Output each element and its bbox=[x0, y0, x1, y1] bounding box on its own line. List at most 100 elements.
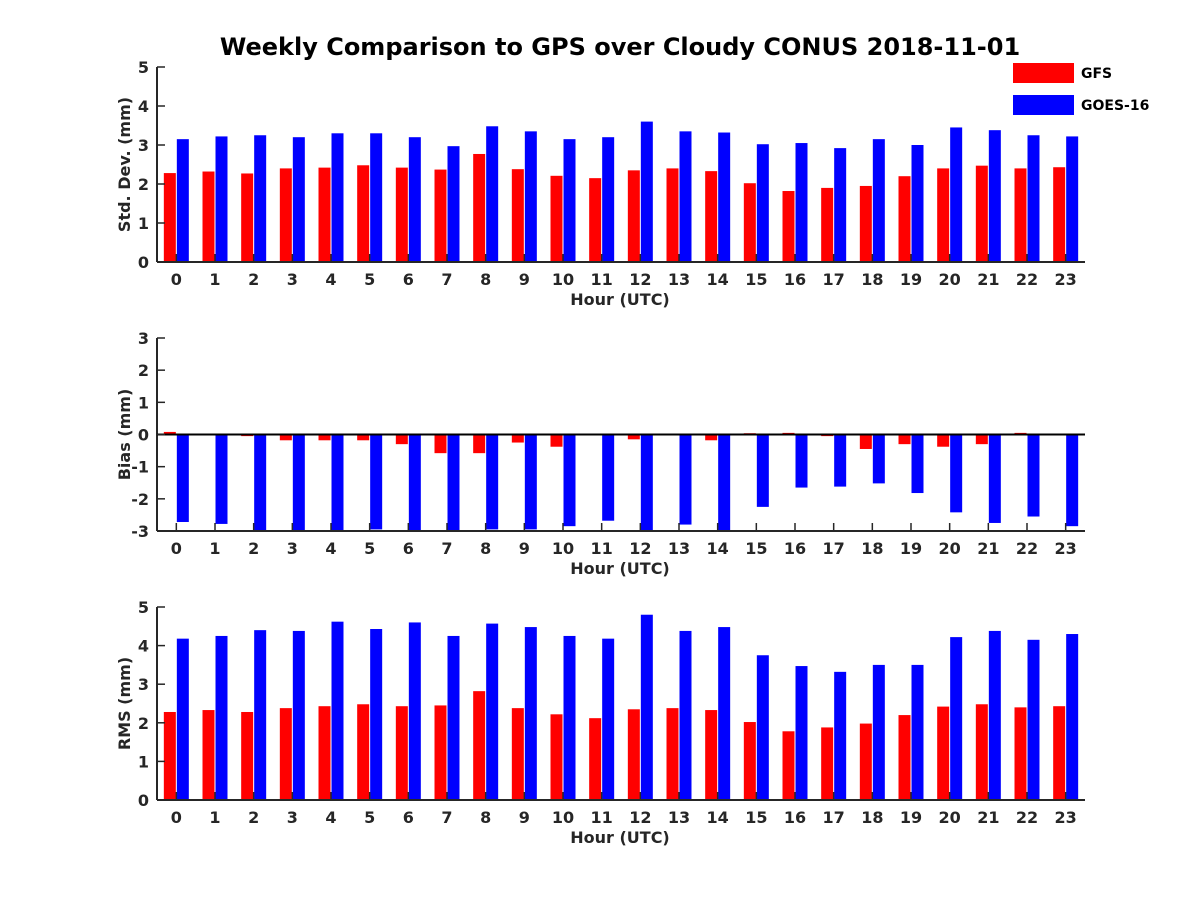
y-tick-label: 3 bbox=[138, 329, 149, 348]
bar-gfs-hour-23 bbox=[1053, 167, 1066, 262]
bar-gfs-hour-12 bbox=[627, 170, 640, 262]
bar-gfs-hour-7 bbox=[434, 434, 447, 454]
bar-goes-16-hour-5 bbox=[370, 629, 383, 800]
y-tick-label: 0 bbox=[138, 253, 149, 272]
y-tick-label: 1 bbox=[138, 752, 149, 771]
x-tick-label: 17 bbox=[823, 808, 845, 827]
y-axis-label: Bias (mm) bbox=[115, 389, 134, 481]
y-tick-label: 1 bbox=[138, 393, 149, 412]
bar-goes-16-hour-12 bbox=[640, 614, 653, 800]
x-tick-label: 12 bbox=[629, 539, 651, 558]
x-tick-label: 6 bbox=[403, 808, 414, 827]
bar-goes-16-hour-6 bbox=[408, 622, 421, 800]
y-tick-label: 5 bbox=[138, 58, 149, 77]
x-tick-label: 0 bbox=[171, 539, 182, 558]
bar-gfs-hour-22 bbox=[1014, 168, 1027, 262]
bar-goes-16-hour-6 bbox=[408, 434, 421, 531]
bar-goes-16-hour-9 bbox=[524, 434, 537, 530]
x-tick-label: 2 bbox=[248, 270, 259, 289]
y-tick-label: 4 bbox=[138, 97, 149, 116]
bar-goes-16-hour-23 bbox=[1066, 434, 1079, 527]
bar-goes-16-hour-13 bbox=[679, 131, 692, 262]
x-tick-label: 22 bbox=[1016, 808, 1038, 827]
bar-gfs-hour-12 bbox=[627, 434, 640, 440]
bar-gfs-hour-0 bbox=[163, 431, 176, 435]
y-tick-label: 4 bbox=[138, 637, 149, 656]
bar-goes-16-hour-17 bbox=[834, 434, 847, 487]
bar-goes-16-hour-16 bbox=[795, 434, 808, 488]
bar-goes-16-hour-3 bbox=[292, 434, 305, 531]
chart-title: Weekly Comparison to GPS over Cloudy CON… bbox=[220, 33, 1020, 61]
x-axis-label: Hour (UTC) bbox=[570, 559, 670, 578]
x-tick-label: 9 bbox=[519, 808, 530, 827]
bar-goes-16-hour-3 bbox=[292, 137, 305, 262]
bar-gfs-hour-15 bbox=[743, 183, 756, 262]
bar-goes-16-hour-12 bbox=[640, 121, 653, 262]
bar-gfs-hour-14 bbox=[705, 710, 718, 800]
bar-goes-16-hour-23 bbox=[1066, 136, 1079, 262]
x-tick-label: 7 bbox=[441, 539, 452, 558]
bar-goes-16-hour-12 bbox=[640, 434, 653, 531]
bar-gfs-hour-13 bbox=[666, 168, 679, 262]
bar-gfs-hour-8 bbox=[473, 434, 486, 454]
x-tick-label: 17 bbox=[823, 270, 845, 289]
bar-goes-16-hour-22 bbox=[1027, 434, 1040, 517]
bar-gfs-hour-7 bbox=[434, 705, 447, 800]
bar-goes-16-hour-0 bbox=[176, 638, 189, 800]
bar-gfs-hour-3 bbox=[279, 434, 292, 441]
bar-goes-16-hour-6 bbox=[408, 137, 421, 262]
x-tick-label: 1 bbox=[209, 270, 220, 289]
bar-goes-16-hour-5 bbox=[370, 133, 383, 262]
bar-goes-16-hour-11 bbox=[602, 638, 615, 800]
bar-gfs-hour-9 bbox=[511, 169, 524, 262]
y-tick-label: -1 bbox=[131, 458, 149, 477]
bar-goes-16-hour-19 bbox=[911, 434, 924, 494]
bar-gfs-hour-3 bbox=[279, 168, 292, 262]
bar-gfs-hour-17 bbox=[821, 727, 834, 800]
bar-goes-16-hour-2 bbox=[254, 630, 267, 800]
x-tick-label: 13 bbox=[668, 539, 690, 558]
x-tick-label: 18 bbox=[861, 808, 883, 827]
x-tick-label: 14 bbox=[707, 539, 729, 558]
bar-gfs-hour-7 bbox=[434, 169, 447, 262]
bar-gfs-hour-11 bbox=[589, 178, 602, 262]
bar-goes-16-hour-0 bbox=[176, 434, 189, 522]
x-tick-label: 5 bbox=[364, 808, 375, 827]
y-tick-label: 0 bbox=[138, 791, 149, 810]
bar-gfs-hour-1 bbox=[202, 171, 215, 262]
x-tick-label: 19 bbox=[900, 270, 922, 289]
bar-gfs-hour-1 bbox=[202, 710, 215, 800]
bar-gfs-hour-0 bbox=[163, 711, 176, 800]
x-tick-label: 2 bbox=[248, 808, 259, 827]
x-tick-label: 17 bbox=[823, 539, 845, 558]
bar-goes-16-hour-22 bbox=[1027, 639, 1040, 800]
bar-goes-16-hour-14 bbox=[718, 627, 731, 800]
y-tick-label: 5 bbox=[138, 598, 149, 617]
x-tick-label: 1 bbox=[209, 808, 220, 827]
bar-goes-16-hour-21 bbox=[988, 434, 1001, 523]
bar-gfs-hour-18 bbox=[859, 185, 872, 262]
x-tick-label: 15 bbox=[745, 539, 767, 558]
x-tick-label: 23 bbox=[1055, 808, 1077, 827]
bar-goes-16-hour-17 bbox=[834, 148, 847, 262]
bar-gfs-hour-12 bbox=[627, 709, 640, 800]
x-tick-label: 4 bbox=[325, 808, 336, 827]
legend-label-goes-16: GOES-16 bbox=[1081, 98, 1149, 114]
x-tick-label: 10 bbox=[552, 808, 574, 827]
bar-gfs-hour-2 bbox=[241, 173, 254, 262]
x-tick-label: 18 bbox=[861, 539, 883, 558]
y-tick-label: 1 bbox=[138, 214, 149, 233]
bar-gfs-hour-4 bbox=[318, 434, 331, 441]
bar-gfs-hour-4 bbox=[318, 706, 331, 800]
bar-goes-16-hour-13 bbox=[679, 630, 692, 800]
x-tick-label: 16 bbox=[784, 270, 806, 289]
x-tick-label: 0 bbox=[171, 808, 182, 827]
bar-gfs-hour-20 bbox=[937, 706, 950, 800]
bar-gfs-hour-10 bbox=[550, 175, 563, 262]
bar-goes-16-hour-1 bbox=[215, 635, 228, 800]
bar-goes-16-hour-8 bbox=[486, 434, 499, 530]
bar-gfs-hour-14 bbox=[705, 171, 718, 262]
x-tick-label: 9 bbox=[519, 539, 530, 558]
bar-goes-16-hour-22 bbox=[1027, 135, 1040, 262]
